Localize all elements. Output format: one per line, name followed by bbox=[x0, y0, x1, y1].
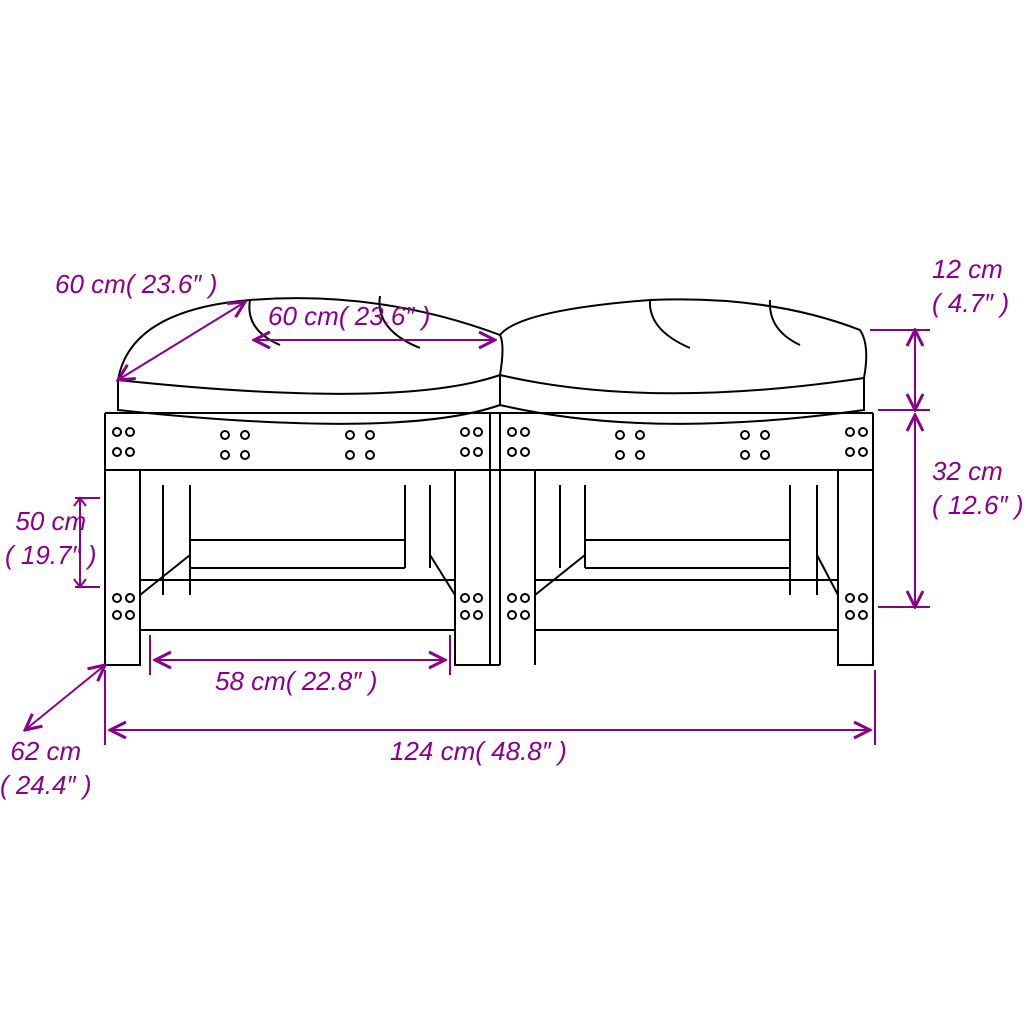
dim-side-height: 50 cm( 19.7″ ) bbox=[5, 505, 97, 573]
dim-cushion-length: 60 cm( 23.6″ ) bbox=[268, 300, 430, 334]
dim-frame-height: 32 cm( 12.6″ ) bbox=[932, 455, 1024, 523]
dim-total-width: 124 cm( 48.8″ ) bbox=[390, 735, 567, 769]
dim-depth: 62 cm( 24.4″ ) bbox=[0, 735, 92, 803]
dim-cushion-depth: 60 cm( 23.6″ ) bbox=[55, 268, 217, 302]
dim-cushion-height: 12 cm( 4.7″ ) bbox=[932, 253, 1009, 321]
dimension-overlay bbox=[0, 0, 1024, 1024]
dim-inner-width: 58 cm( 22.8″ ) bbox=[215, 665, 377, 699]
